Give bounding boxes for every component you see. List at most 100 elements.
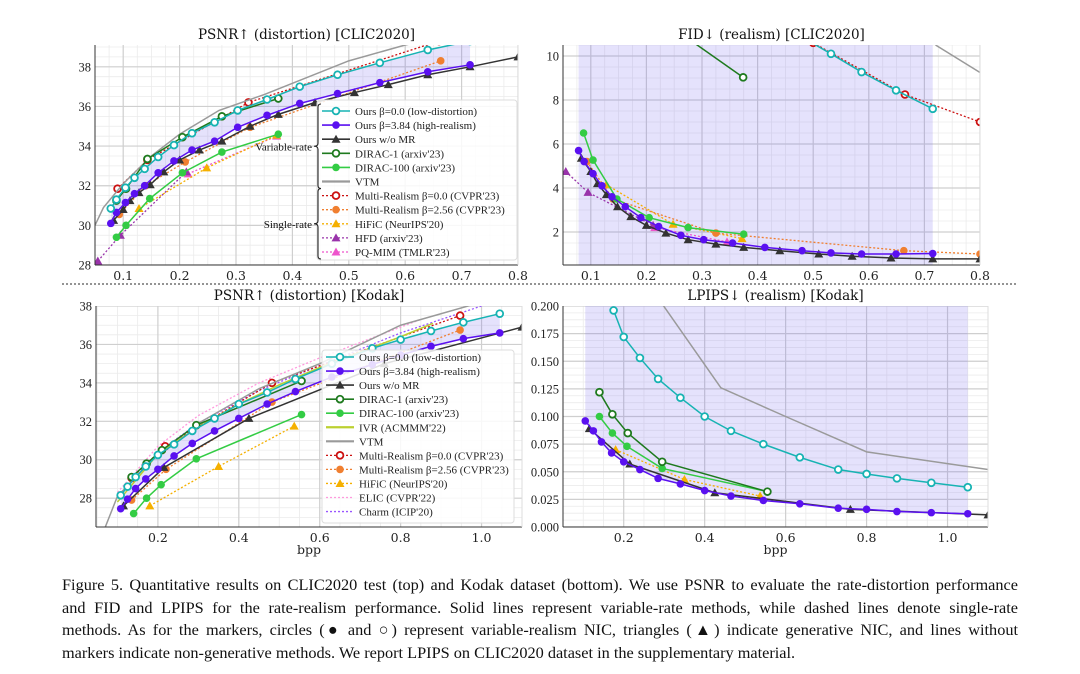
series-9: [145, 421, 299, 510]
y-tick-label: 28: [79, 259, 92, 273]
chart-2: PSNR↑ (distortion) [Kodak] 0.2 0.4 0.6 0.8 1.…: [80, 288, 523, 557]
data-point: [619, 458, 628, 466]
y-tick-label: 38: [79, 60, 92, 74]
data-point: [157, 480, 165, 489]
data-point: [827, 249, 835, 257]
x-tick-label: 0.1: [113, 268, 133, 283]
series-4: [112, 130, 283, 242]
data-point: [608, 409, 617, 419]
data-point: [699, 235, 708, 244]
data-point: [517, 322, 522, 331]
data-point: [170, 452, 178, 460]
data-point: [188, 439, 197, 448]
legend-label: DIRAC-1 (arxiv'23): [359, 394, 448, 406]
y-tick-label: 38: [80, 300, 93, 314]
data-point: [676, 480, 685, 488]
data-point: [376, 78, 384, 87]
series-line: [695, 45, 744, 78]
data-point: [122, 221, 130, 230]
data-point: [495, 309, 505, 318]
x-tick-label: 0.6: [310, 530, 330, 545]
plot-area: [581, 306, 988, 519]
legend-label: Multi-Realism β=2.56 (CVPR'23): [359, 464, 509, 476]
data-point: [589, 156, 597, 164]
data-point: [194, 145, 204, 154]
y-tick-label: 34: [80, 376, 93, 390]
data-point: [580, 157, 588, 166]
chart-title: PSNR↑ (distortion) [CLIC2020]: [198, 27, 415, 43]
data-point: [106, 219, 115, 228]
y-tick-label: 34: [79, 140, 92, 154]
data-point: [645, 213, 653, 222]
data-point: [349, 88, 359, 97]
data-point: [234, 399, 244, 409]
chart-title: FID↓ (realism) [CLIC2020]: [678, 27, 865, 43]
legend-item: Ours w/o MR: [326, 380, 420, 392]
data-point: [244, 413, 254, 422]
series-4: [129, 410, 306, 518]
data-point: [661, 228, 671, 237]
series-5: [95, 45, 409, 226]
legend-item: DIRAC-100 (arxiv'23): [326, 408, 459, 420]
y-tick-label: 6: [553, 138, 559, 152]
legend-marker: [335, 478, 345, 487]
legend-item: IVR (ACMMM'22): [326, 422, 446, 434]
data-point: [130, 189, 139, 198]
legend-label: Multi-Realism β=0.0 (CVPR'23): [359, 450, 504, 462]
data-point: [775, 246, 785, 255]
data-point: [658, 464, 666, 473]
data-point: [589, 427, 598, 435]
data-point: [619, 332, 629, 342]
data-point: [891, 86, 901, 95]
y-tick-label: 30: [80, 453, 93, 467]
data-point: [563, 167, 571, 175]
data-point: [218, 148, 226, 156]
data-point: [597, 438, 606, 446]
data-point: [210, 137, 219, 145]
legend-label: HFD (arxiv'23): [355, 233, 423, 245]
data-point: [886, 253, 896, 262]
x-tick-label: 0.8: [857, 530, 877, 545]
data-point: [763, 487, 772, 496]
data-point: [739, 230, 748, 238]
data-point: [581, 417, 590, 425]
legend-item: DIRAC-1 (arxiv'23): [322, 148, 444, 160]
data-point: [141, 475, 150, 483]
chart-1: FID↓ (realism) [CLIC2020] 0.1 0.2 0.3 0.4 0.5…: [547, 27, 990, 283]
legend-group-label: Variable-rate: [255, 141, 312, 153]
data-point: [121, 198, 130, 207]
data-point: [893, 507, 901, 516]
legend: Ours β=0.0 (low-distortion) Ours β=3.84 (…: [321, 349, 515, 524]
series-6: [662, 306, 988, 471]
y-tick-label: 36: [80, 338, 93, 352]
data-point: [738, 73, 748, 82]
data-point: [295, 99, 304, 108]
data-point: [728, 239, 737, 247]
data-point: [233, 123, 242, 132]
data-point: [654, 474, 662, 483]
data-point: [635, 353, 645, 363]
data-point: [140, 181, 149, 190]
data-point: [295, 82, 305, 91]
legend-label: PQ-MIM (TMLR'23): [355, 247, 450, 259]
y-tick-label: 0.150: [531, 355, 559, 369]
data-point: [626, 212, 636, 221]
data-point: [210, 414, 219, 423]
legend-group-label: Single-rate: [264, 219, 312, 231]
x-tick-label: 0.7: [452, 268, 472, 283]
series-line: [615, 449, 761, 497]
series-2: [576, 153, 980, 263]
data-point: [423, 67, 432, 76]
x-tick-label: 0.2: [614, 530, 634, 545]
x-tick-label: 0.4: [229, 530, 249, 545]
legend-marker: [331, 134, 341, 143]
data-point: [928, 104, 938, 114]
legend-label: HiFiC (NeurIPS'20): [359, 478, 448, 490]
legend-item: HiFiC (NeurIPS'20): [322, 219, 444, 231]
series-line: [935, 45, 980, 74]
data-point: [833, 465, 843, 474]
data-point: [426, 326, 436, 336]
data-point: [684, 223, 692, 232]
data-point: [187, 128, 197, 138]
data-point: [297, 410, 306, 419]
